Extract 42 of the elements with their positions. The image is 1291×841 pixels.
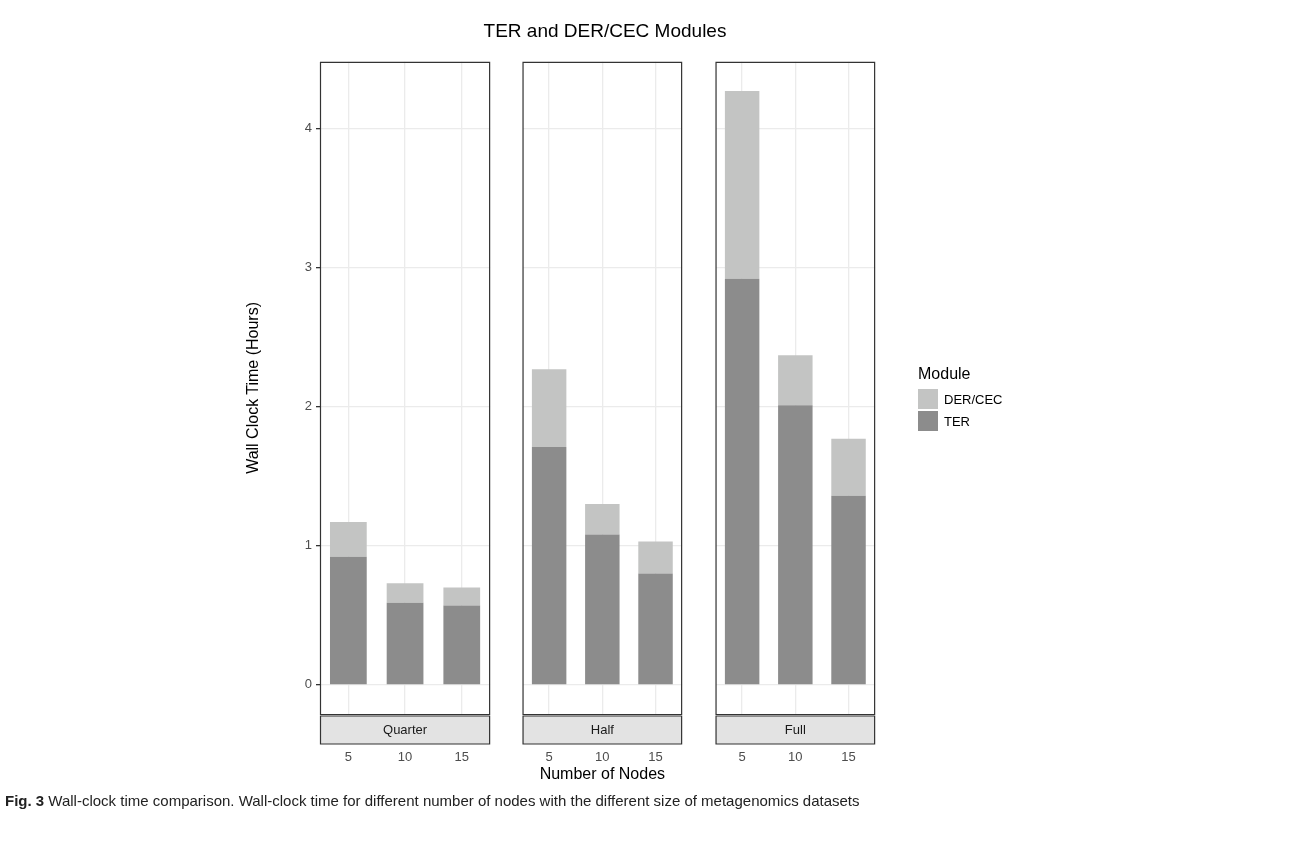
x-tick-label: 10: [397, 749, 413, 765]
bar: [443, 587, 481, 606]
bar: [831, 438, 866, 496]
legend-label: TER: [944, 413, 970, 429]
bar: [778, 355, 813, 406]
x-tick-label: 10: [788, 749, 803, 765]
x-axis-title: Number of Nodes: [539, 764, 666, 782]
text: Half: [590, 721, 615, 737]
bar: [386, 583, 424, 603]
chart-title: TER and DER/CEC Modules: [482, 20, 728, 42]
legend-label: DER/CEC: [944, 391, 1003, 407]
y-tick-label: 3: [304, 259, 312, 275]
bar: [329, 556, 367, 685]
bar: [531, 447, 567, 685]
bar: [778, 405, 813, 685]
x-tick-label: 5: [344, 749, 352, 765]
bar: [638, 573, 673, 685]
bar: [638, 541, 673, 574]
y-axis-title: Wall Clock Time (Hours): [244, 301, 262, 474]
x-tick-label: 15: [648, 749, 663, 765]
bar: [585, 534, 620, 685]
legend-title: Module: [918, 365, 972, 383]
y-tick-label: 2: [304, 398, 312, 414]
caption: Fig. 3 Wall-clock time comparison. Wall-clock time for different number of nodes with the different size of metagenomics datasets: [5, 792, 861, 809]
bar: [585, 504, 620, 535]
text: Full: [784, 721, 806, 737]
bar: [443, 605, 481, 685]
bar: [724, 278, 760, 685]
bar: [831, 495, 866, 685]
text: Quarter: [383, 721, 428, 737]
bar: [724, 91, 760, 279]
y-tick-label: 1: [304, 537, 312, 553]
x-tick-label: 15: [454, 749, 469, 765]
y-tick-label: 4: [304, 120, 312, 136]
bar: [531, 369, 567, 447]
x-tick-label: 15: [841, 749, 856, 765]
bar: [329, 522, 367, 557]
x-tick-label: 5: [545, 749, 553, 765]
bar: [386, 602, 424, 685]
x-tick-label: 10: [595, 749, 610, 765]
y-tick-label: 0: [304, 676, 312, 692]
x-tick-label: 5: [738, 749, 746, 765]
